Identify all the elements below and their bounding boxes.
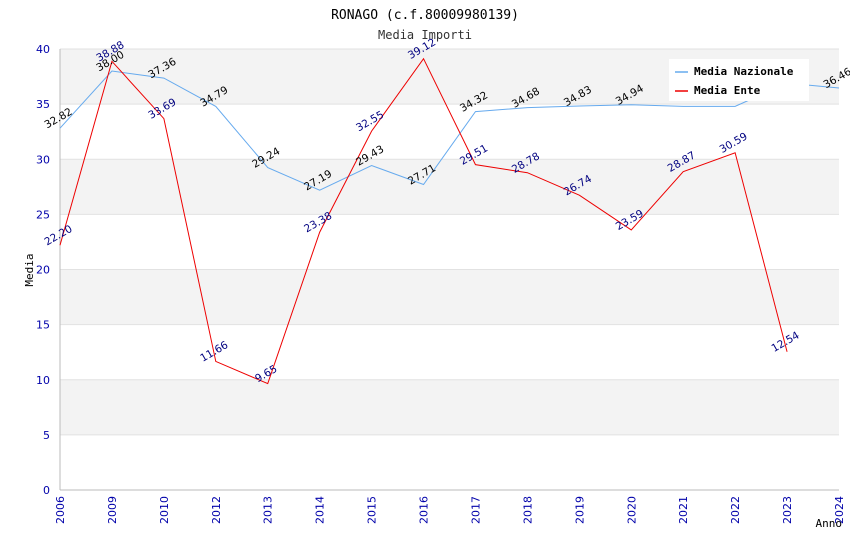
x-tick-label: 2006 (54, 496, 67, 524)
y-tick-labels: 0 5 10 15 20 25 30 35 40 (36, 43, 50, 497)
series-line-media-nazionale (59, 70, 840, 191)
x-tick-label: 2010 (158, 496, 171, 524)
x-tick-label: 2024 (833, 496, 846, 524)
x-tick-label: 2023 (781, 496, 794, 524)
y-tick-label: 30 (36, 153, 50, 166)
grid-band (60, 104, 839, 160)
x-tick-label: 2017 (469, 496, 482, 524)
grid-band (60, 379, 839, 435)
legend: Media Nazionale Media Ente (669, 59, 809, 101)
series-lines (59, 57, 840, 385)
x-tick-labels: 2006 2009 2010 2012 2013 2014 2015 2016 2017 2018… (54, 496, 846, 524)
x-tick-label: 2009 (106, 496, 119, 524)
y-tick-label: 5 (43, 429, 50, 442)
x-tick-label: 2018 (521, 496, 534, 524)
grid-band (60, 159, 839, 215)
grid-band (60, 434, 839, 490)
x-tick-label: 2012 (210, 496, 223, 524)
x-tick-label: 2021 (677, 496, 690, 524)
grid-band (60, 269, 839, 325)
chart-subtitle: Media Importi (378, 28, 472, 42)
x-tick-label: 2015 (366, 496, 379, 524)
y-tick-label: 40 (36, 43, 50, 56)
x-tick-label: 2016 (418, 496, 431, 524)
y-tick-label: 25 (36, 208, 50, 221)
grid-band (60, 214, 839, 270)
legend-label-ente: Media Ente (694, 84, 761, 97)
y-tick-label: 20 (36, 264, 50, 277)
x-tick-label: 2022 (729, 496, 742, 524)
series-line-media-ente (59, 57, 788, 385)
y-tick-label: 10 (36, 374, 50, 387)
y-tick-label: 35 (36, 98, 50, 111)
y-axis-label: Media (23, 253, 36, 286)
chart-title: RONAGO (c.f.80009980139) (331, 8, 519, 23)
x-axis-label: Anno (816, 517, 843, 530)
legend-box (669, 59, 809, 101)
y-tick-label: 15 (36, 319, 50, 332)
grid-band (60, 324, 839, 380)
x-tick-label: 2014 (314, 496, 327, 524)
legend-label-nazionale: Media Nazionale (694, 65, 794, 78)
x-tick-label: 2013 (262, 496, 275, 524)
x-tick-label: 2019 (573, 496, 586, 524)
x-tick-label: 2020 (625, 496, 638, 524)
y-tick-label: 0 (43, 484, 50, 497)
